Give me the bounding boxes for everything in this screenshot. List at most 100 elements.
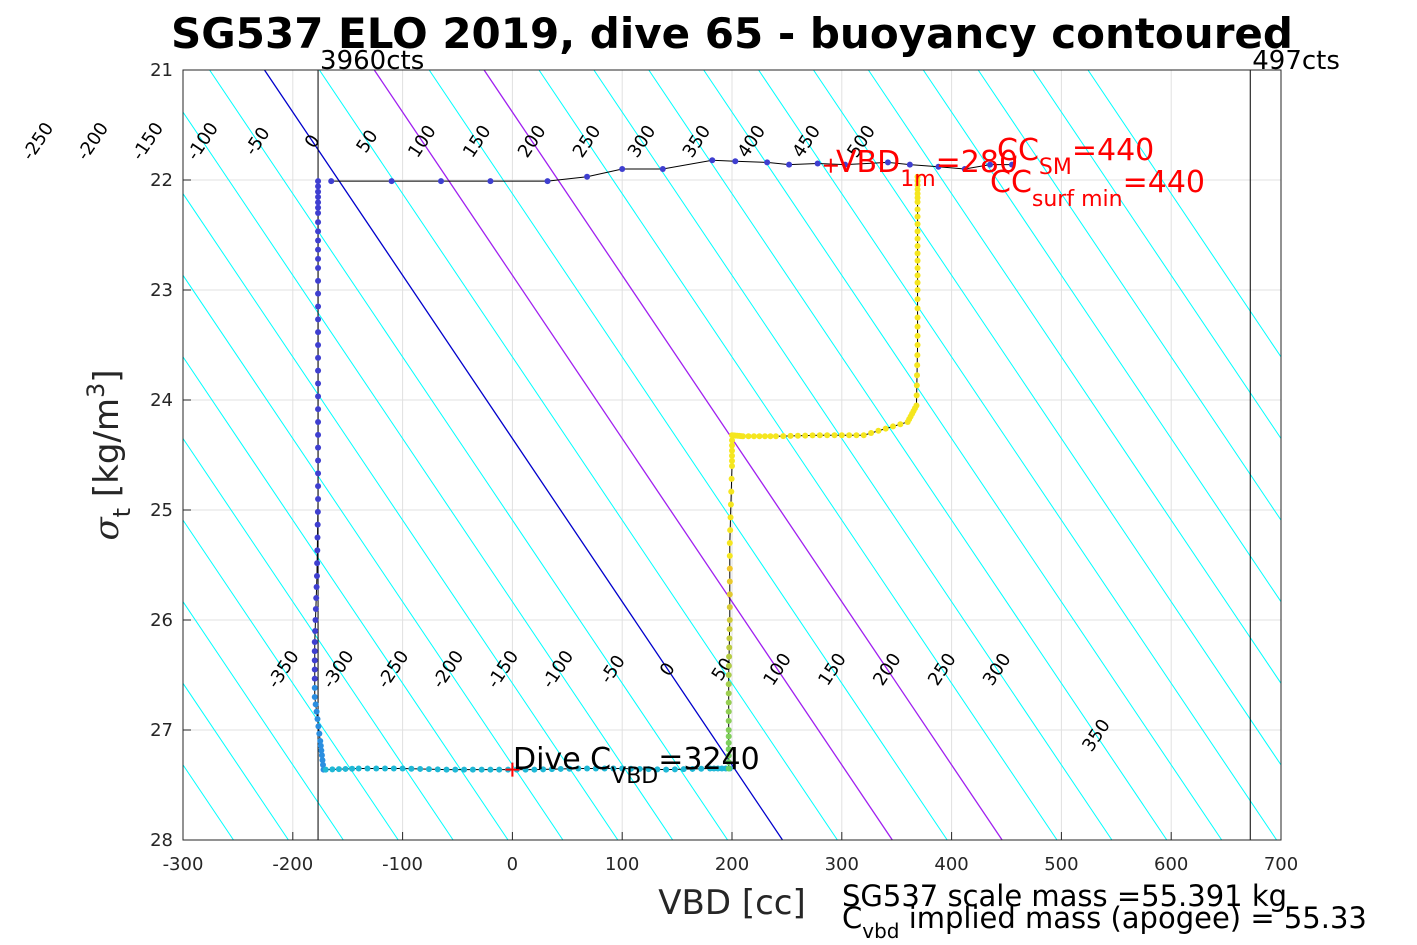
track-point-dive_vertical bbox=[315, 483, 322, 490]
track-point-climb bbox=[914, 213, 921, 220]
track-point-dive_vertical bbox=[311, 648, 318, 655]
track-point-bottom bbox=[496, 766, 503, 773]
y-tick-label: 23 bbox=[150, 280, 173, 301]
vbd-1m-annotation: VBD1m=280 bbox=[836, 145, 1018, 192]
count-line-label: 497cts bbox=[1252, 46, 1340, 76]
track-point-dive_vertical bbox=[315, 342, 322, 348]
contour-label: 250 bbox=[924, 649, 961, 689]
track-point-dive_vertical bbox=[315, 393, 322, 400]
contour-label: 0 bbox=[301, 131, 325, 152]
track-point-bottom bbox=[548, 766, 555, 773]
track-point-dive bbox=[328, 178, 335, 185]
track-point-dive_vertical bbox=[315, 188, 322, 195]
track-point-dive bbox=[584, 173, 591, 180]
contour-label: 250 bbox=[569, 121, 606, 161]
track-point-climb bbox=[914, 352, 921, 359]
x-tick-label: 300 bbox=[825, 854, 859, 875]
track-point-dive_vertical bbox=[319, 757, 326, 764]
contour-label: -50 bbox=[596, 651, 630, 687]
track-point-dive_vertical bbox=[311, 666, 318, 673]
x-tick-label: -300 bbox=[163, 854, 204, 875]
track-point-dive_vertical bbox=[311, 657, 318, 664]
track-point-dive_vertical bbox=[315, 265, 322, 271]
svg-text:VBD1m=280: VBD1m=280 bbox=[836, 145, 1018, 192]
track-point-climb bbox=[727, 501, 734, 508]
track-point-dive_vertical bbox=[315, 329, 322, 336]
track-point-dive_vertical bbox=[315, 419, 322, 425]
track-point-dive bbox=[544, 178, 551, 185]
track-point-climb bbox=[914, 362, 921, 369]
track-point-climb bbox=[725, 708, 732, 715]
track-point-dive_vertical bbox=[311, 694, 318, 700]
track-point-dive_vertical bbox=[315, 444, 322, 451]
x-axis-ticks: -300 -200 -100 0 100 200 300 400 500 600 700 bbox=[163, 832, 1298, 875]
track-point-dive bbox=[438, 178, 445, 185]
track-point-climb bbox=[767, 433, 774, 440]
track-point-climb bbox=[838, 432, 845, 439]
track-point-climb bbox=[729, 447, 735, 454]
track-point-climb bbox=[780, 433, 787, 440]
track-point-bottom bbox=[671, 766, 678, 773]
cc-sm-label: CC bbox=[997, 133, 1039, 168]
track-point-climb bbox=[725, 733, 732, 740]
x-tick-label: 200 bbox=[715, 854, 749, 875]
contour-line bbox=[209, 70, 729, 840]
y-axis-ticks: 21 22 23 24 25 26 27 28 bbox=[150, 60, 191, 851]
contour-line bbox=[977, 70, 1281, 521]
track-point-bottom bbox=[584, 765, 591, 772]
cc-sm-sub: SM bbox=[1039, 155, 1072, 180]
track-point-climb bbox=[914, 194, 921, 201]
track-point-bottom bbox=[382, 765, 389, 772]
track-point-climb bbox=[728, 475, 735, 482]
track-point-climb bbox=[914, 257, 921, 264]
contour-label: -250 bbox=[18, 119, 58, 165]
contour-label: 100 bbox=[404, 121, 441, 161]
track-point-climb bbox=[725, 765, 732, 772]
track-point-climb bbox=[914, 296, 921, 303]
buoyancy-contours bbox=[183, 70, 1281, 840]
contour-label: -150 bbox=[128, 119, 168, 165]
track-point-bottom bbox=[335, 766, 342, 773]
x-axis-label: VBD [cc] bbox=[658, 883, 806, 923]
track-point-dive bbox=[906, 161, 913, 168]
contour-line bbox=[183, 192, 619, 840]
contour-line bbox=[428, 70, 948, 840]
track-point-dive bbox=[709, 157, 716, 164]
track-point-dive_vertical bbox=[315, 277, 322, 284]
track-point-climb bbox=[725, 699, 732, 706]
contour-line bbox=[1032, 70, 1281, 440]
track-point-climb bbox=[726, 617, 733, 623]
track-point-climb bbox=[726, 635, 733, 642]
track-point-bottom bbox=[627, 765, 634, 772]
track-point-climb bbox=[726, 644, 733, 651]
track-point-dive_vertical bbox=[313, 595, 320, 601]
track-point-dive_vertical bbox=[315, 496, 322, 502]
contour-label: -150 bbox=[483, 647, 523, 693]
implied-mass-suffix: implied mass (apogee) = 55.33 bbox=[899, 901, 1366, 935]
dive-c-sub: VBD bbox=[611, 764, 658, 789]
track-point-dive bbox=[961, 166, 968, 172]
dive-c-label: Dive C bbox=[513, 742, 611, 777]
track-point-dive_vertical bbox=[311, 639, 318, 645]
contour-label: 50 bbox=[708, 654, 738, 685]
track-point-bottom bbox=[522, 766, 529, 773]
track-point-climb bbox=[914, 314, 921, 321]
contour-line bbox=[703, 70, 1223, 840]
track-point-dive bbox=[987, 161, 994, 168]
cc-surf-annotation: CCsurf min=440 bbox=[990, 165, 1205, 212]
track-point-dive_vertical bbox=[315, 178, 322, 185]
track-point-bottom bbox=[601, 765, 608, 772]
track-point-climb bbox=[846, 432, 853, 439]
track-point-climb bbox=[914, 173, 921, 180]
contour-line bbox=[183, 356, 509, 840]
track-point-climb bbox=[914, 265, 921, 271]
track-point-dive_vertical bbox=[315, 183, 322, 190]
track-point-bottom bbox=[399, 765, 406, 772]
track-point-climb bbox=[831, 432, 838, 439]
track-point-climb bbox=[756, 433, 763, 440]
y-tick-label: 26 bbox=[150, 610, 173, 631]
contour-label: 150 bbox=[814, 649, 851, 689]
track-point-climb bbox=[914, 190, 921, 197]
track-point-climb bbox=[726, 540, 733, 546]
